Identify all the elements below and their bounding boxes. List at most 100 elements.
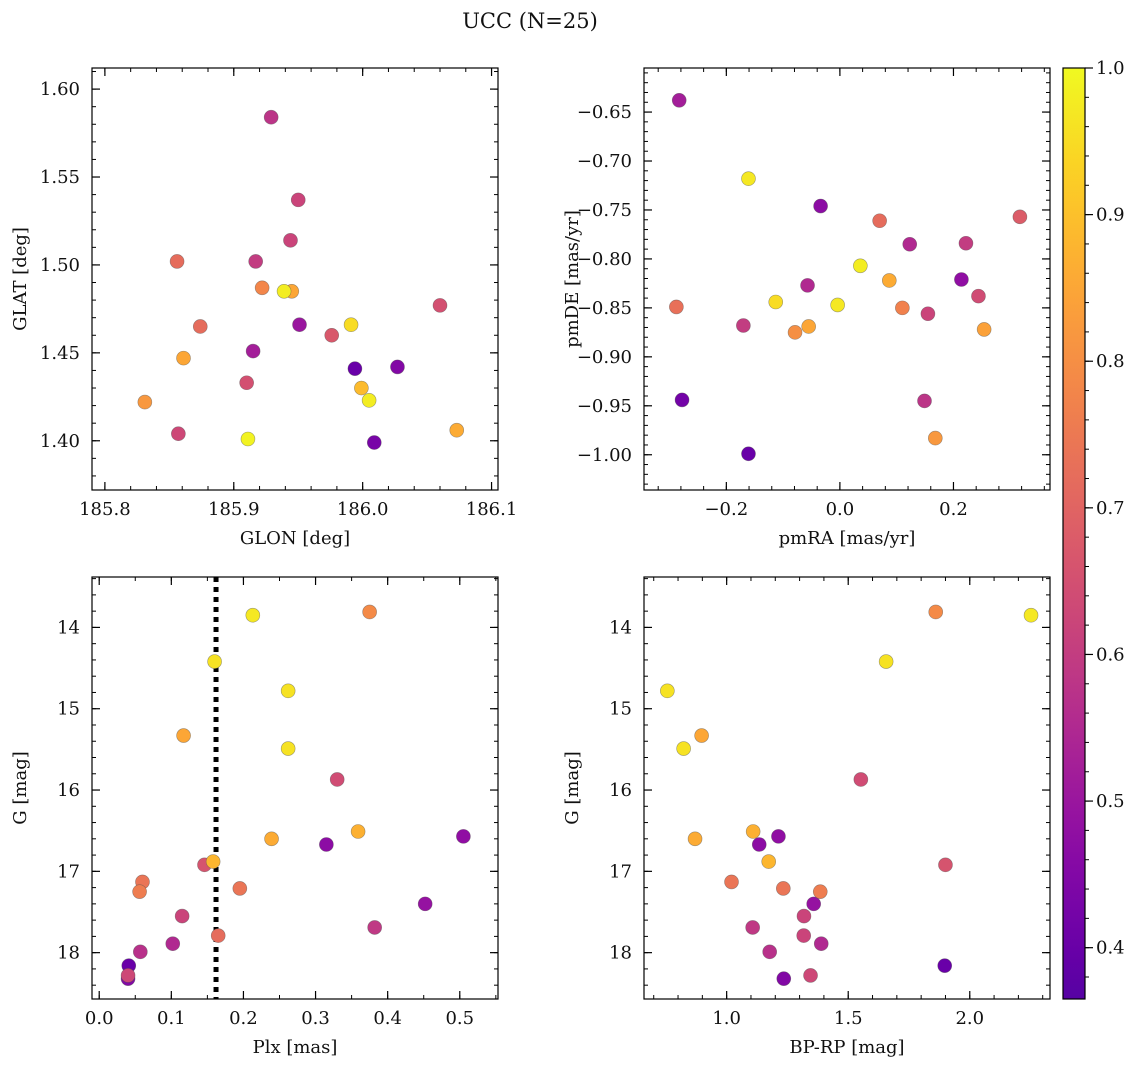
scatter-point — [264, 831, 279, 847]
scatter-point — [771, 829, 786, 844]
scatter-point — [120, 968, 136, 983]
x-tick-label: 185.9 — [208, 499, 260, 520]
scatter-point — [245, 343, 261, 359]
scatter-point — [902, 236, 918, 252]
scatter-point — [354, 380, 369, 396]
scatter-points — [660, 604, 1039, 986]
y-tick-label: −0.80 — [577, 249, 632, 270]
x-tick-label: 0.0 — [826, 499, 855, 520]
scatter-point — [324, 327, 340, 343]
scatter-point — [971, 288, 986, 304]
scatter-point — [751, 837, 767, 852]
scatter-point — [283, 233, 298, 248]
panels-group: 185.8 185.9 186.0 186.1 1.40 1.45 1.50 1.55 1.60… — [10, 67, 1051, 1058]
scatter-point — [276, 284, 292, 299]
scatter-point — [745, 920, 760, 935]
scatter-point — [741, 446, 756, 462]
scatter-point — [456, 829, 471, 844]
y-tick-label: −0.75 — [577, 200, 632, 221]
colorbar-tick-label: 0.4 — [1096, 938, 1125, 959]
scatter-point — [853, 258, 868, 274]
y-tick-label: 14 — [609, 617, 632, 638]
x-tick-label: 0.2 — [939, 499, 968, 520]
scatter-point — [292, 317, 307, 333]
scatter-point — [768, 294, 784, 310]
y-tick-label: −0.65 — [577, 102, 632, 123]
scatter-point — [165, 936, 181, 952]
x-axis-label: GLON [deg] — [240, 528, 350, 549]
ticks — [92, 577, 498, 999]
y-tick-label: −0.85 — [577, 298, 632, 319]
x-tick-label: 186.1 — [466, 499, 518, 520]
scatter-point — [343, 317, 359, 333]
figure-title: UCC (N=25) — [462, 9, 598, 33]
scatter-point — [280, 741, 296, 756]
scatter-point — [367, 920, 382, 935]
scatter-point — [920, 306, 936, 322]
y-tick-label: −0.90 — [577, 347, 632, 368]
scatter-point — [329, 772, 345, 787]
panel-glon-glat: 185.8 185.9 186.0 186.1 1.40 1.45 1.50 1.55 1.60… — [10, 67, 518, 549]
scatter-point — [240, 431, 256, 447]
y-tick-label: 16 — [609, 780, 632, 801]
scatter-point — [366, 435, 382, 450]
y-tick-label: −0.70 — [577, 151, 632, 172]
scatter-point — [813, 198, 828, 214]
y-tick-label: 1.60 — [40, 79, 80, 100]
ticks — [92, 68, 498, 490]
panel-bprp-g: 1.0 1.5 2.0 14 15 16 17 18 BP-RP [mag] G [mag] — [562, 576, 1051, 1058]
scatter-point — [319, 837, 334, 852]
scatter-point — [239, 375, 254, 391]
scatter-point — [207, 654, 222, 669]
y-tick-label: 17 — [609, 861, 632, 882]
y-tick-label: 1.55 — [40, 167, 80, 188]
scatter-point — [762, 944, 777, 960]
x-tick-label: 0.5 — [445, 1008, 474, 1029]
scatter-point — [928, 604, 944, 620]
scatter-point — [176, 728, 191, 743]
x-tick-label: 0.3 — [301, 1008, 330, 1029]
scatter-point — [954, 272, 969, 287]
scatter-point — [878, 654, 894, 669]
colorbar-tick-label: 0.9 — [1096, 205, 1125, 226]
y-tick-label: 16 — [57, 780, 80, 801]
scatter-point — [290, 192, 306, 208]
plot-frame — [91, 67, 499, 491]
scatter-point — [449, 422, 465, 438]
scatter-point — [895, 300, 910, 316]
scatter-points — [137, 109, 465, 450]
x-tick-label: 1.0 — [712, 1008, 741, 1029]
scatter-point — [671, 93, 687, 108]
colorbar-tick-label: 1.0 — [1096, 58, 1125, 79]
y-tick-label: 17 — [57, 861, 80, 882]
scatter-point — [254, 280, 270, 296]
scatter-point — [882, 273, 897, 288]
x-tick-label: 0.1 — [157, 1008, 186, 1029]
plot-frame — [643, 67, 1051, 491]
scatter-point — [1023, 607, 1039, 623]
scatter-point — [232, 881, 248, 896]
scatter-point — [694, 728, 709, 743]
scatter-point — [872, 213, 887, 229]
scatter-point — [133, 944, 148, 960]
scatter-point — [687, 831, 703, 847]
panel-plx-g: 0.0 0.1 0.2 0.3 0.4 0.5 14 15 16 17 18 Plx [mas] G [… — [10, 576, 499, 1058]
y-axis-label: GLAT [deg] — [10, 227, 31, 331]
scatter-point — [796, 928, 812, 943]
x-tick-label: 186.0 — [337, 499, 389, 520]
scatter-point — [205, 854, 221, 869]
y-tick-label: −0.95 — [577, 396, 632, 417]
x-tick-label: −0.2 — [704, 499, 748, 520]
scatter-point — [736, 318, 751, 333]
scatter-point — [745, 824, 761, 839]
y-axis-label: G [mag] — [562, 751, 583, 824]
scatter-point — [937, 958, 953, 973]
scatter-point — [830, 297, 845, 313]
scatter-point — [674, 392, 690, 408]
scatter-point — [132, 884, 147, 899]
scatter-point — [803, 968, 818, 983]
x-tick-label: 2.0 — [955, 1008, 984, 1029]
y-tick-label: 1.50 — [40, 255, 80, 276]
y-tick-label: 1.40 — [40, 431, 80, 452]
scatter-point — [174, 908, 190, 924]
